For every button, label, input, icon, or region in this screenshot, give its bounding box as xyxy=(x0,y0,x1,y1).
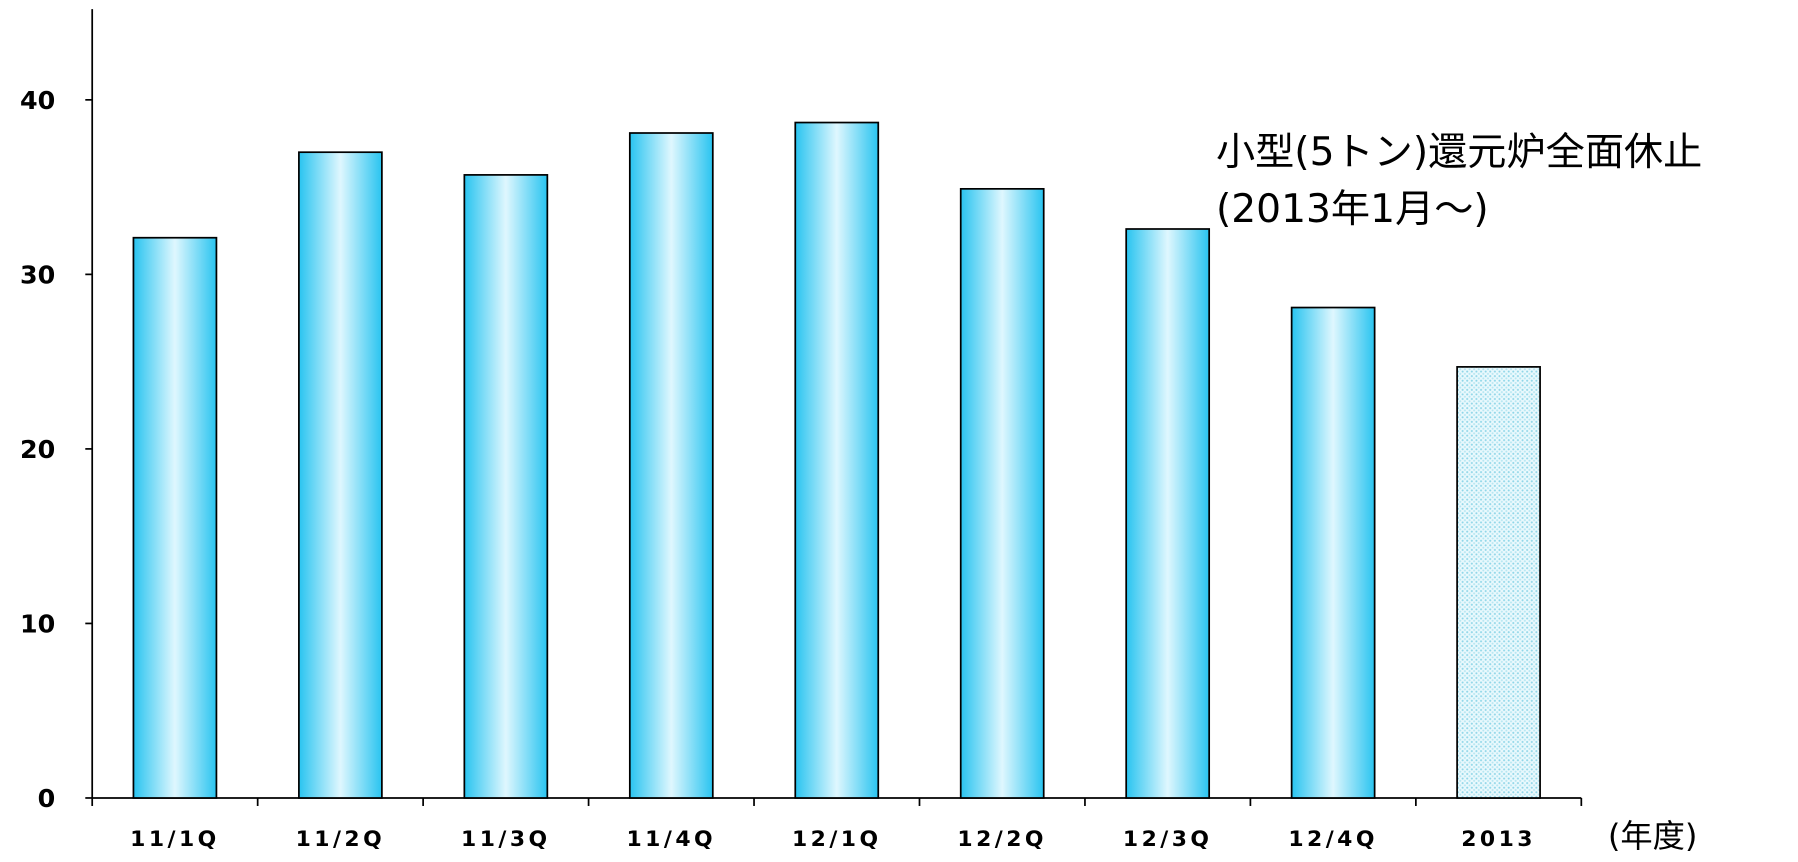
bar xyxy=(298,151,383,799)
x-tick-label: 12/2Q xyxy=(957,827,1047,852)
bar xyxy=(628,132,714,799)
x-tick-label: 12/3Q xyxy=(1123,827,1213,852)
y-tick-label: 30 xyxy=(20,261,55,290)
y-tick-label: 40 xyxy=(20,86,55,115)
bar xyxy=(463,174,549,799)
bar xyxy=(1125,228,1211,799)
x-tick-label: 11/3Q xyxy=(461,827,551,852)
y-tick-label: 20 xyxy=(20,435,55,464)
x-tick-label: 11/1Q xyxy=(130,827,220,852)
x-tick-label: 12/4Q xyxy=(1288,827,1378,852)
annotation: (2013年1月～) xyxy=(1216,187,1489,232)
x-tick-label: 2013 xyxy=(1461,827,1536,852)
bar xyxy=(132,236,218,799)
bar xyxy=(1456,366,1541,799)
x-axis-label: (年度) xyxy=(1608,817,1698,855)
bar xyxy=(794,121,880,799)
x-tick-label: 11/2Q xyxy=(296,827,386,852)
bar xyxy=(1290,306,1376,799)
bar xyxy=(959,187,1045,799)
x-tick-label: 12/1Q xyxy=(792,827,882,852)
x-tick-label: 11/4Q xyxy=(627,827,717,852)
y-tick-label: 10 xyxy=(20,610,55,639)
annotation: 小型(5トン)還元炉全面休止 xyxy=(1216,130,1702,175)
y-tick-label: 0 xyxy=(38,784,56,813)
